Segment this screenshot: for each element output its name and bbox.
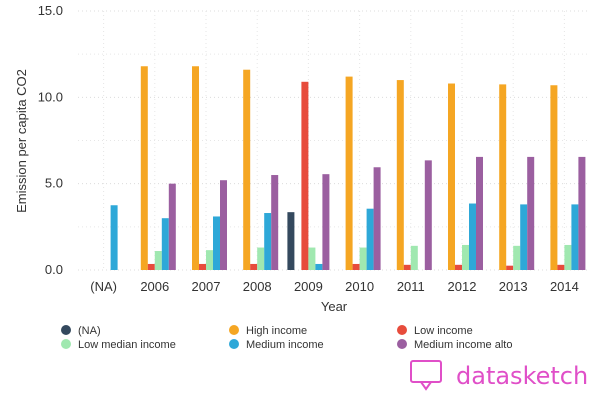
- legend-swatch: [397, 325, 407, 335]
- chart-legend: (NA) High income Low income Low median inco…: [61, 325, 512, 351]
- datasketch-logo: datasketch: [410, 360, 588, 391]
- monitor-icon: [410, 360, 442, 391]
- y-axis-title: Emission per capita CO2: [14, 69, 29, 213]
- legend-swatch: [61, 339, 71, 349]
- y-tick-label: 0.0: [45, 262, 63, 277]
- bar: [455, 264, 462, 270]
- bar: [147, 263, 155, 270]
- bar: [366, 208, 374, 270]
- bar: [506, 265, 514, 270]
- bar: [513, 245, 521, 270]
- bar: [264, 213, 272, 270]
- legend-swatch: [229, 339, 239, 349]
- bar: [403, 264, 411, 270]
- legend-label: Low income: [414, 325, 473, 337]
- bar: [213, 216, 220, 270]
- bar: [315, 263, 323, 270]
- bar: [287, 212, 295, 270]
- bar: [527, 156, 535, 270]
- bar: [499, 84, 507, 270]
- y-axis-ticks: 0.0 5.0 10.0 15.0: [38, 3, 63, 277]
- legend-swatch: [229, 325, 239, 335]
- bar: [206, 250, 213, 270]
- bar: [520, 204, 528, 270]
- bar: [448, 83, 455, 271]
- brand-label: datasketch: [456, 362, 588, 390]
- y-tick-label: 5.0: [45, 176, 63, 191]
- bar: [359, 247, 367, 270]
- bar: [345, 76, 353, 270]
- bar: [476, 156, 483, 270]
- bar: [250, 263, 258, 270]
- bar: [410, 245, 418, 270]
- bar: [161, 218, 169, 270]
- legend-label: Medium income: [246, 339, 324, 351]
- bar: [550, 85, 558, 270]
- bar: [469, 203, 476, 270]
- legend-swatch: [61, 325, 71, 335]
- bar: [301, 81, 309, 270]
- legend-label: Medium income alto: [414, 339, 512, 351]
- legend-label: High income: [246, 325, 307, 337]
- bar: [424, 160, 432, 270]
- x-tick-label: 2007: [192, 279, 221, 294]
- y-tick-label: 15.0: [38, 3, 63, 18]
- bar: [564, 244, 572, 270]
- x-tick-label: 2010: [345, 279, 374, 294]
- x-tick-label: 2012: [448, 279, 477, 294]
- x-tick-label: 2011: [397, 279, 425, 294]
- x-axis-ticks: (NA) 2006 2007 2008 2009 2010 2011 2012 2013 2014: [90, 279, 579, 294]
- x-tick-label: 2013: [499, 279, 528, 294]
- bar: [373, 167, 381, 270]
- bar: [396, 80, 404, 270]
- x-tick-label: (NA): [90, 279, 117, 294]
- bar: [168, 183, 176, 270]
- x-tick-label: 2006: [140, 279, 169, 294]
- bar: [199, 263, 206, 270]
- x-tick-label: 2008: [243, 279, 272, 294]
- legend-swatch: [397, 339, 407, 349]
- bar: [578, 156, 586, 270]
- bar: [308, 247, 316, 270]
- bar: [271, 175, 279, 270]
- bar: [243, 69, 251, 271]
- x-tick-label: 2009: [294, 279, 323, 294]
- bar: [192, 66, 199, 270]
- legend-label: Low median income: [78, 339, 176, 351]
- chart-grid: [78, 10, 590, 271]
- bar: [571, 204, 579, 270]
- y-tick-label: 10.0: [38, 89, 63, 104]
- bar: [220, 180, 227, 270]
- bar: [140, 66, 148, 270]
- bar: [557, 264, 565, 270]
- x-axis-title: Year: [321, 299, 348, 314]
- bar: [352, 263, 360, 270]
- bar: [257, 247, 265, 270]
- bar: [322, 174, 330, 270]
- legend-label: (NA): [78, 325, 101, 337]
- bar: [462, 244, 469, 270]
- chart-bars: [110, 66, 586, 271]
- x-tick-label: 2014: [550, 279, 579, 294]
- bar: [154, 251, 162, 270]
- bar: [110, 205, 118, 270]
